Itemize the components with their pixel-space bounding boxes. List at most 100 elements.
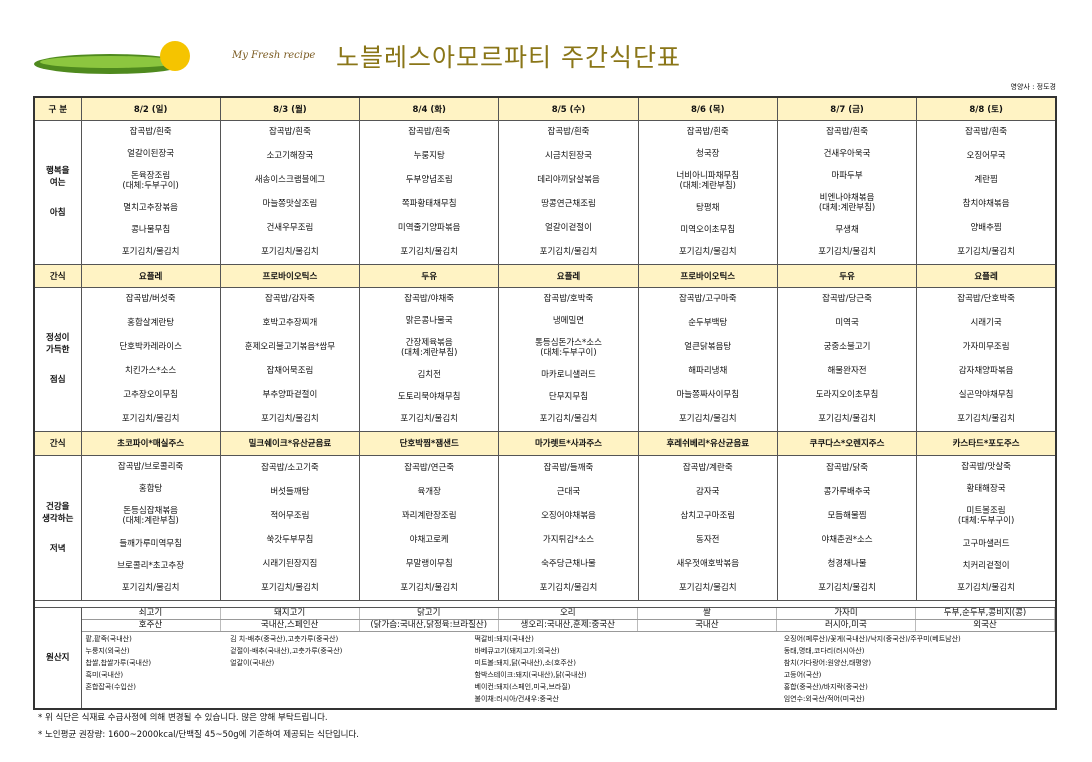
origin-row: 원산지 쇠고기 돼지고기 닭고기 오리 쌀 가자미 두부,순두부,콩비지(콩) 호주산 국내산,스… bbox=[33, 606, 1057, 710]
menu-cell: 잡곡밥/흰죽 오징어무국 계란찜 참치야채볶음 양배추찜 포기김치/물김치 bbox=[916, 119, 1057, 265]
menu-item: 훈제오리불고기볶음*쌈무 bbox=[244, 342, 336, 353]
menu-item: 잡곡밥/닭죽 bbox=[826, 462, 869, 473]
menu-item: 황태해장국 bbox=[966, 483, 1006, 494]
menu-item: 숙주당근채나물 bbox=[541, 558, 596, 569]
meal-label-text: 행복을 여는 bbox=[46, 166, 70, 188]
menu-item: 건새우아욱국 bbox=[823, 148, 871, 159]
menu-item: 쑥갓두부무침 bbox=[266, 534, 314, 545]
menu-list: 잡곡밥/흰죽 누룽지탕 두부양념조림 쪽파황태채무침 미역줄기양파볶음 포기김치/물김치 bbox=[360, 121, 498, 264]
menu-item: 잡곡밥/흰죽 bbox=[129, 126, 172, 137]
origin-entry: 함박스테이크:돼지(국내산),닭(국내산) bbox=[474, 670, 587, 679]
menu-item: 포기김치/물김치 bbox=[261, 246, 319, 257]
menu-item: 감자국 bbox=[696, 486, 720, 497]
menu-list: 잡곡밥/당근죽 미역국 궁중소불고기 해물완자전 도라지오이초무침 포기김치/물김치 bbox=[778, 288, 916, 431]
menu-item: 잡곡밥/계란죽 bbox=[682, 462, 733, 473]
menu-item: 포기김치/물김치 bbox=[818, 582, 876, 593]
snack-label: 간식 bbox=[33, 263, 82, 288]
menu-item: 오징어무국 bbox=[966, 151, 1006, 162]
menu-item: 잡곡밥/호박죽 bbox=[543, 293, 594, 304]
menu-cell: 잡곡밥/소고기죽 버섯들깨탕 적어무조림 쑥갓두부무침 시래기된장지짐 포기김치/물김치 bbox=[219, 454, 361, 601]
menu-item: 실곤약야채무침 bbox=[958, 389, 1014, 400]
spacer bbox=[33, 599, 1057, 608]
menu-item: 잡곡밥/들깨죽 bbox=[543, 462, 594, 473]
origin-entry: 고등어(국산) bbox=[783, 670, 822, 679]
menu-list: 잡곡밥/단호박죽 시래기국 가자미무조림 감자채양파볶음 실곤약야채무침 포기김치/물김치 bbox=[917, 288, 1055, 431]
menu-cell: 잡곡밥/흰죽 건새우아욱국 마파두부 비엔나야채볶음 (대체:계란부침) 무생채 포기김치… bbox=[776, 119, 918, 265]
snack-item: 단호박찜*잼샌드 bbox=[359, 430, 500, 456]
menu-cell: 잡곡밥/계란죽 감자국 삼치고구마조림 동자전 새우젓애호박볶음 포기김치/물김치 bbox=[637, 454, 778, 601]
menu-item: 호박고추장찌개 bbox=[262, 318, 318, 329]
snack1-row: 간식 요플레 프로바이오틱스 두유 요플레 프로바이오틱스 두유 요플레 bbox=[33, 263, 1057, 288]
origin-entry: 오징어(페루산)/꽃게(국내산)/낙지(중국산)/주꾸미(베트남산) bbox=[783, 634, 961, 643]
menu-item: 포기김치/물김치 bbox=[400, 582, 458, 593]
origin-name: 두부,순두부,콩비지(콩) bbox=[916, 607, 1056, 619]
menu-list: 잡곡밥/감자죽 호박고추장찌개 훈제오리불고기볶음*쌈무 잡채어묵조림 부추양파겉절이 포… bbox=[221, 288, 359, 431]
menu-list: 잡곡밥/계란죽 감자국 삼치고구마조림 동자전 새우젓애호박볶음 포기김치/물김치 bbox=[639, 456, 777, 600]
menu-item: 새송이스크램블에그 bbox=[254, 175, 326, 186]
origin-entry: 참치(가다랑어:원양산,태평양) bbox=[783, 658, 872, 667]
origin-lists: 팥,팥죽(국내산) 누룽지(외국산) 찹쌀,찹쌀가루(국내산) 흑미(국내산) 혼합잡곡… bbox=[82, 632, 1056, 706]
menu-cell: 잡곡밥/감자죽 호박고추장찌개 훈제오리불고기볶음*쌈무 잡채어묵조림 부추양파겉절이 포… bbox=[219, 286, 361, 432]
menu-list: 잡곡밥/야채죽 맑은콩나물국 간장제육볶음 (대체:계란부침) 김치전 도토리묵야채무침… bbox=[360, 288, 498, 431]
menu-item: 소고기해장국 bbox=[266, 151, 314, 162]
snack-item: 후레쉬베리*유산균음료 bbox=[637, 430, 778, 456]
menu-item: 궁중소불고기 bbox=[823, 342, 871, 353]
menu-item: 데리야끼닭살볶음 bbox=[537, 175, 600, 186]
menu-list: 잡곡밥/닭죽 콩가루배추국 모듬해물찜 야채춘권*소스 청경채나물 포기김치/물김치 bbox=[778, 456, 916, 600]
menu-item: 단호박카레라이스 bbox=[119, 342, 182, 353]
snack-label: 간식 bbox=[33, 430, 82, 456]
origin-entry: 얼갈이(국내산) bbox=[230, 658, 275, 667]
menu-item: 마늘쫑맛살조림 bbox=[262, 198, 318, 209]
menu-item: 미트볼조림 (대체:두부구이) bbox=[957, 506, 1015, 527]
day: 8/3 (월) bbox=[219, 96, 361, 121]
meal-label-text: 정성이 가득한 bbox=[46, 333, 70, 355]
menu-item: 잡곡밥/당근죽 bbox=[822, 294, 872, 305]
menu-item: 멸치고추장볶음 bbox=[123, 203, 179, 214]
origin-list: 김 치-배추(중국산),고춧가루(중국산) 겉절이-배추(국내산),고춧가루(중국… bbox=[226, 632, 470, 706]
menu-item: 콩나물무침 bbox=[131, 225, 171, 236]
menu-item: 가자미무조림 bbox=[962, 342, 1010, 353]
menu-item: 탕평채 bbox=[696, 203, 720, 214]
menu-item: 무생채 bbox=[835, 225, 859, 236]
day: 8/7 (금) bbox=[776, 96, 918, 121]
day: 8/2 (일) bbox=[80, 96, 221, 121]
origin-name: 쌀 bbox=[638, 607, 777, 619]
origin-entry: 임연수:외국산/적어(미국산) bbox=[783, 694, 865, 703]
menu-item: 청경채나물 bbox=[827, 558, 867, 569]
menu-item: 잡곡밥/흰죽 bbox=[547, 127, 590, 138]
menu-item: 돈등심잡채볶음 (대체:계란부침) bbox=[122, 506, 179, 527]
menu-item: 홍합탕 bbox=[138, 483, 163, 494]
origin-name: 돼지고기 bbox=[221, 607, 360, 619]
menu-item: 냉메밀면 bbox=[552, 315, 585, 326]
menu-item: 근대국 bbox=[556, 486, 581, 497]
menu-item: 통등심돈가스*소스 (대체:두부구이) bbox=[535, 337, 602, 358]
menu-item: 미역오이초무침 bbox=[680, 225, 736, 236]
menu-cell: 잡곡밥/연근죽 육개장 꽈리계란장조림 야채고로케 무말랭이무침 포기김치/물김치 bbox=[359, 454, 500, 601]
menu-list: 잡곡밥/연근죽 육개장 꽈리계란장조림 야채고로케 무말랭이무침 포기김치/물김치 bbox=[360, 456, 498, 600]
menu-item: 포기김치/물김치 bbox=[121, 583, 180, 594]
origin-source: 외국산 bbox=[916, 619, 1056, 631]
menu-item: 포기김치/물김치 bbox=[818, 247, 876, 258]
menu-cell: 잡곡밥/버섯죽 홍합살계란탕 단호박카레라이스 치킨가스*소스 고추장오이무침 포기김치/… bbox=[80, 286, 221, 432]
note: * 위 식단은 식재료 수급사정에 의해 변경될 수 있습니다. 많은 양해 부… bbox=[38, 713, 328, 723]
origin-name: 쇠고기 bbox=[82, 607, 221, 619]
origin-names: 쇠고기 돼지고기 닭고기 오리 쌀 가자미 두부,순두부,콩비지(콩) bbox=[81, 607, 1056, 620]
menu-cell: 잡곡밥/들깨죽 근대국 오징어야채볶음 가지튀김*소스 숙주당근채나물 포기김치/물김치 bbox=[498, 454, 639, 601]
menu-item: 잡곡밥/감자죽 bbox=[265, 294, 315, 305]
origin-source: 호주산 bbox=[82, 619, 221, 631]
menu-item: 감자채양파볶음 bbox=[958, 365, 1014, 376]
menu-table: 구 분 8/2 (일) 8/3 (월) 8/4 (화) 8/5 (수) 8/6 (목) 8/… bbox=[33, 96, 1057, 710]
origin-cell: 쇠고기 돼지고기 닭고기 오리 쌀 가자미 두부,순두부,콩비지(콩) 호주산 국내산,스페인산… bbox=[80, 606, 1057, 710]
corner: 구 분 bbox=[33, 96, 82, 121]
menu-item: 잡곡밥/흰죽 bbox=[826, 126, 869, 137]
menu-item: 간장제육볶음 (대체:계란부침) bbox=[400, 337, 458, 358]
notes: * 위 식단은 식재료 수급사정에 의해 변경될 수 있습니다. 많은 양해 부… bbox=[38, 710, 359, 744]
menu-item: 포기김치/물김치 bbox=[261, 413, 319, 424]
lunch-row: 정성이 가득한 점심 잡곡밥/버섯죽 홍합살계란탕 단호박카레라이스 치킨가스*소스 고추장… bbox=[33, 286, 1057, 432]
menu-item: 쪽파황태채무침 bbox=[401, 198, 457, 209]
meal-name: 저녁 bbox=[49, 543, 66, 554]
menu-item: 청국장 bbox=[696, 148, 720, 159]
snack-item: 두유 bbox=[776, 263, 918, 288]
menu-item: 잡곡밥/고구마죽 bbox=[678, 294, 737, 305]
